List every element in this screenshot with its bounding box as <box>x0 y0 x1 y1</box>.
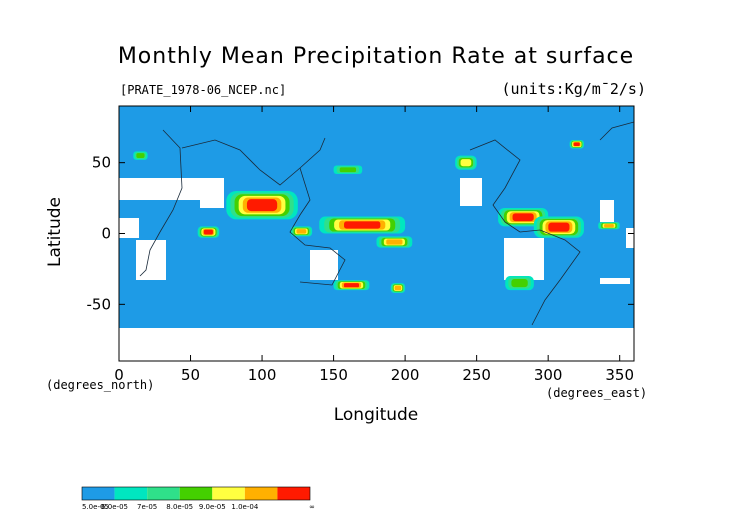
precip-cell <box>136 153 145 159</box>
legend-label: 5.0e-05 <box>82 503 109 511</box>
missing-data-mask <box>460 178 482 206</box>
legend-label: ∞ <box>309 503 315 511</box>
file-label: [PRATE_1978-06_NCEP.nc] <box>120 83 287 97</box>
coastline <box>289 167 346 286</box>
precip-cell <box>394 285 402 291</box>
y-tick-label: 0 <box>101 225 111 243</box>
missing-data-mask <box>119 328 634 361</box>
x-tick-label: 350 <box>605 366 634 384</box>
legend-swatch <box>147 487 180 500</box>
precip-cell <box>339 167 357 173</box>
missing-data-mask <box>119 178 214 200</box>
y-unit-note: (degrees_north) <box>46 378 155 392</box>
coastline <box>139 129 183 277</box>
coastline <box>181 137 326 186</box>
x-tick-label: 300 <box>534 366 563 384</box>
x-unit-note: (degrees_east) <box>546 386 648 400</box>
precip-cell <box>296 229 307 234</box>
legend-swatch <box>82 487 115 500</box>
missing-data-mask <box>136 240 166 280</box>
legend-swatch <box>277 487 310 500</box>
precip-cell <box>512 213 534 222</box>
legend-label: 6.0e-05 <box>101 503 128 511</box>
x-axis-title: Longitude <box>333 405 419 425</box>
x-tick-label: 50 <box>181 366 200 384</box>
precip-cell <box>344 221 381 229</box>
coastline <box>599 121 635 141</box>
x-tick-label: 250 <box>462 366 491 384</box>
x-tick-label: 150 <box>319 366 348 384</box>
x-tick-label: 100 <box>248 366 277 384</box>
legend-label: 1.0e-04 <box>231 503 258 511</box>
precip-cell <box>548 222 570 232</box>
y-tick-label: -50 <box>87 295 112 313</box>
precip-cell <box>573 142 580 147</box>
legend-swatch <box>179 487 213 500</box>
y-tick-label: 50 <box>92 154 111 172</box>
precip-cell <box>511 279 528 288</box>
missing-data-mask <box>310 250 338 280</box>
units-label: (units:Kg/m¯2/s) <box>501 80 647 98</box>
coastline <box>469 139 521 233</box>
chart-title: Monthly Mean Precipitation Rate at surfa… <box>117 44 635 69</box>
y-axis-title: Latitude <box>45 197 65 267</box>
coastline <box>519 229 581 326</box>
x-tick-label: 0 <box>114 366 124 384</box>
missing-data-mask <box>600 200 614 222</box>
legend-label: 8.0e-05 <box>166 503 193 511</box>
precip-cell <box>386 239 403 245</box>
legend-swatch <box>212 487 245 500</box>
legend-label: 7e-05 <box>137 503 157 511</box>
legend-frame <box>81 486 311 501</box>
precip-cell <box>203 229 213 235</box>
precip-cell <box>604 224 614 228</box>
legend-swatch <box>114 487 148 500</box>
missing-data-mask <box>504 238 544 280</box>
missing-data-mask <box>200 178 224 208</box>
x-tick-label: 200 <box>391 366 420 384</box>
missing-data-mask <box>600 278 630 284</box>
missing-data-mask <box>626 228 634 248</box>
precip-cell <box>460 159 472 167</box>
missing-data-mask <box>119 218 139 238</box>
legend-label: 9.0e-05 <box>199 503 226 511</box>
legend-swatch <box>244 487 278 500</box>
precip-cell <box>246 199 278 212</box>
precip-cell <box>343 283 360 288</box>
